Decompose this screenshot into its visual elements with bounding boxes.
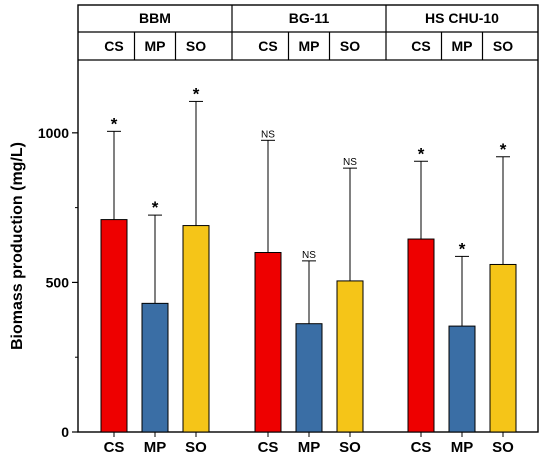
significance-star: *: [459, 239, 466, 258]
bar-hs-chu-10-so: [489, 263, 517, 433]
x-tick-label: CS: [104, 439, 125, 456]
y-tick-label: 500: [46, 274, 70, 290]
subheader-label: MP: [452, 38, 473, 54]
bar-bg-11-so: [336, 280, 364, 433]
bars-layer: [100, 219, 517, 433]
error-bars-layer: [107, 100, 510, 327]
bar-bg-11-mp: [295, 323, 323, 433]
x-tick-label: CS: [411, 439, 432, 456]
subheader-label: CS: [258, 38, 277, 54]
significance-ns: NS: [343, 157, 357, 168]
significance-star: *: [152, 198, 159, 217]
x-tick-label: CS: [258, 439, 279, 456]
x-tick-label: MP: [144, 439, 167, 456]
significance-ns: NS: [261, 129, 275, 140]
y-axis-label: Biomass production (mg/L): [9, 142, 26, 350]
significance-star: *: [111, 114, 118, 133]
group-header-label: BG-11: [289, 10, 330, 26]
x-tick-label: MP: [451, 439, 474, 456]
group-header-label: BBM: [139, 10, 171, 26]
significance-ns: NS: [302, 250, 316, 261]
significance-labels: * * * NS NS NS * * *: [111, 84, 507, 260]
medium-header-table: BBM CS MP SO BG-11 CS MP SO HS CHU-10 CS MP SO: [104, 5, 513, 60]
y-tick-label: 1000: [38, 125, 69, 141]
significance-star: *: [418, 144, 425, 163]
bar-bbm-cs: [100, 219, 128, 433]
bar-bbm-so: [182, 225, 210, 433]
subheader-label: SO: [340, 38, 360, 54]
bar-bg-11-cs: [254, 252, 282, 433]
subheader-label: CS: [104, 38, 123, 54]
x-tick-label: SO: [185, 439, 207, 456]
x-tick-label: MP: [298, 439, 321, 456]
subheader-label: SO: [493, 38, 513, 54]
axes-layer: CS MP SO CS MP SO CS MP SO 0 500 1000: [38, 125, 514, 456]
x-tick-label: SO: [492, 439, 514, 456]
significance-star: *: [500, 140, 507, 159]
subheader-label: MP: [145, 38, 166, 54]
bar-hs-chu-10-mp: [448, 325, 476, 433]
y-tick-label: 0: [61, 424, 69, 440]
subheader-label: MP: [299, 38, 320, 54]
bar-bbm-mp: [141, 302, 169, 433]
bar-hs-chu-10-cs: [407, 238, 435, 433]
significance-star: *: [193, 84, 200, 103]
group-header-label: HS CHU-10: [425, 10, 499, 26]
x-tick-label: SO: [339, 439, 361, 456]
subheader-label: CS: [411, 38, 430, 54]
subheader-label: SO: [186, 38, 206, 54]
